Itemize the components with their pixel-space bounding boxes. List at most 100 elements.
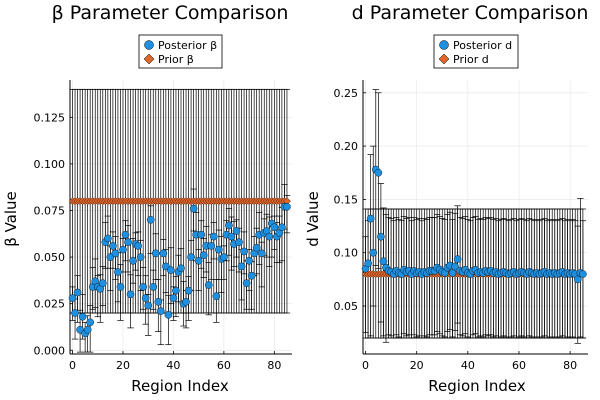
beta-posterior-point xyxy=(204,281,213,289)
beta-posterior-point xyxy=(182,298,190,306)
beta-posterior-point xyxy=(252,243,261,252)
beta-legend: Posterior β Prior β xyxy=(138,34,223,69)
beta-x-tick-label: 20 xyxy=(116,359,130,372)
beta-posterior-point xyxy=(98,279,107,287)
beta-x-tick-label: 0 xyxy=(69,359,76,372)
d-y-tick-label: 0.20 xyxy=(334,140,359,153)
beta-posterior-point xyxy=(237,262,246,271)
d-legend-prior-marker xyxy=(438,53,450,65)
beta-legend-box xyxy=(138,34,223,69)
beta-posterior-point xyxy=(139,283,147,291)
beta-posterior-point xyxy=(215,245,223,254)
beta-posterior-point xyxy=(109,242,117,250)
beta-legend-posterior-label: Posterior β xyxy=(158,39,217,52)
d-x-tick-label: 20 xyxy=(410,359,424,372)
beta-y-tick-label: 0.050 xyxy=(34,251,66,264)
beta-posterior-point xyxy=(225,221,233,230)
beta-posterior-point xyxy=(146,215,155,224)
beta-posterior-point xyxy=(209,232,218,241)
beta-legend-posterior-marker xyxy=(144,40,154,50)
beta-posterior-point xyxy=(194,257,203,265)
beta-posterior-point xyxy=(197,230,205,239)
beta-posterior-point xyxy=(71,309,79,317)
d-y-tick-label: 0.10 xyxy=(334,247,359,260)
d-legend-posterior-marker xyxy=(439,40,449,50)
beta-x-tick-label: 60 xyxy=(217,359,231,372)
beta-posterior-point xyxy=(116,283,125,291)
d-posterior-point xyxy=(573,275,582,284)
beta-x-axis-label: Region Index xyxy=(131,377,229,395)
beta-posterior-point xyxy=(247,271,256,280)
d-posterior-point xyxy=(369,248,378,257)
beta-posterior-point xyxy=(172,286,180,295)
beta-posterior-point xyxy=(220,253,228,261)
beta-chart: β Parameter Comparison 0 20 40 60 80 0.000 0.0… xyxy=(2,2,292,395)
d-posterior-point xyxy=(451,262,459,271)
beta-posterior-point xyxy=(144,301,153,310)
d-posterior-point xyxy=(579,270,587,278)
beta-posterior-point xyxy=(159,249,168,258)
beta-posterior-point xyxy=(184,286,193,295)
beta-posterior-point xyxy=(242,279,251,287)
beta-posterior-point xyxy=(114,268,122,276)
d-legend-box xyxy=(433,34,519,69)
beta-posterior-point xyxy=(235,238,243,246)
d-x-axis-label: Region Index xyxy=(428,377,526,395)
beta-posterior-point xyxy=(134,242,142,250)
beta-posterior-point xyxy=(164,311,173,319)
beta-posterior-point xyxy=(232,227,241,235)
d-legend-prior-label: Prior d xyxy=(453,53,489,66)
beta-y-tick-label: 0.075 xyxy=(34,204,66,217)
beta-posterior-point xyxy=(212,292,221,301)
d-posterior-point xyxy=(364,259,372,268)
beta-posterior-point xyxy=(169,294,178,302)
beta-posterior-point xyxy=(124,238,132,246)
d-chart-title: d Parameter Comparison xyxy=(352,2,589,24)
d-plot-area: 0 20 40 60 80 0.05 0.10 0.15 0.20 0.25 xyxy=(334,80,588,372)
beta-posterior-point xyxy=(68,294,77,302)
beta-posterior-point xyxy=(129,257,137,265)
beta-posterior-point xyxy=(126,290,135,299)
d-posterior-point xyxy=(374,168,383,177)
beta-legend-prior-marker xyxy=(143,53,155,65)
beta-plot-area: 0 20 40 60 80 0.000 0.025 0.050 0.075 0.100 0.125 xyxy=(34,80,292,372)
beta-posterior-point xyxy=(111,249,120,258)
beta-posterior-point xyxy=(278,223,286,232)
d-y-tick-label: 0.25 xyxy=(334,87,359,100)
beta-posterior-point xyxy=(207,242,216,250)
beta-posterior-point xyxy=(141,294,150,302)
d-chart: d Parameter Comparison 0 20 40 60 80 0.05 0.10… xyxy=(304,2,588,395)
d-y-tick-label: 0.05 xyxy=(334,300,359,313)
beta-x-tick-label: 80 xyxy=(267,359,281,372)
d-legend: Posterior d Prior d xyxy=(433,34,519,69)
beta-posterior-point xyxy=(257,249,266,258)
beta-posterior-point xyxy=(73,288,82,297)
beta-chart-title: β Parameter Comparison xyxy=(52,2,289,24)
d-x-tick-label: 40 xyxy=(461,359,475,372)
beta-y-tick-label: 0.025 xyxy=(34,298,66,311)
d-x-tick-label: 0 xyxy=(362,359,369,372)
beta-posterior-point xyxy=(83,325,92,334)
d-posterior-point xyxy=(377,232,385,241)
d-posterior-point xyxy=(448,269,457,277)
d-x-tick-label: 80 xyxy=(563,359,577,372)
beta-y-tick-label: 0.125 xyxy=(34,111,66,124)
beta-posterior-point xyxy=(154,298,163,306)
beta-posterior-point xyxy=(119,245,127,254)
beta-posterior-point xyxy=(177,264,185,273)
d-y-axis-label: d Value xyxy=(304,191,322,246)
beta-posterior-point xyxy=(157,307,165,315)
beta-y-tick-label: 0.100 xyxy=(34,158,66,171)
beta-posterior-point xyxy=(149,283,158,291)
beta-posterior-point xyxy=(199,251,208,260)
beta-posterior-point xyxy=(283,202,291,211)
d-y-tick-label: 0.15 xyxy=(334,193,359,206)
beta-posterior-point xyxy=(136,253,145,261)
beta-x-tick-label: 40 xyxy=(166,359,180,372)
beta-posterior-point xyxy=(270,223,279,232)
beta-posterior-point xyxy=(104,234,112,243)
beta-y-axis-label: β Value xyxy=(2,191,20,247)
d-x-tick-label: 60 xyxy=(512,359,526,372)
beta-posterior-point xyxy=(240,247,248,256)
beta-posterior-point xyxy=(78,312,87,321)
